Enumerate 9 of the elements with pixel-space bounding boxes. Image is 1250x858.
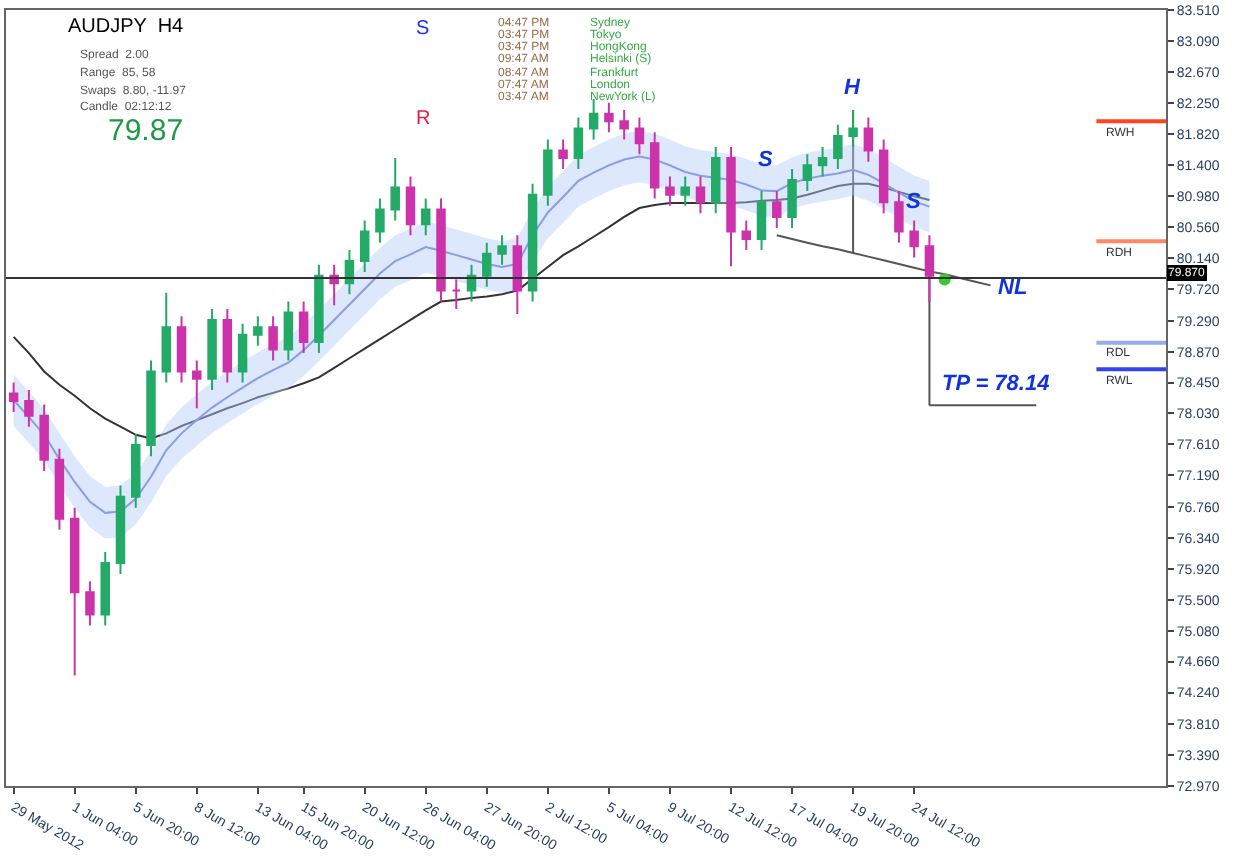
annotation: H — [844, 76, 862, 100]
annotation: S — [906, 190, 922, 214]
annotation: S — [758, 148, 774, 172]
annotation: S — [416, 18, 430, 40]
annotation: R — [416, 108, 431, 130]
annotation: NL — [998, 276, 1028, 300]
chart-title: AUDJPY H4 — [68, 16, 185, 38]
annotation: TP = 78.14 — [942, 372, 1050, 396]
annotation: 79.87 — [108, 114, 184, 148]
